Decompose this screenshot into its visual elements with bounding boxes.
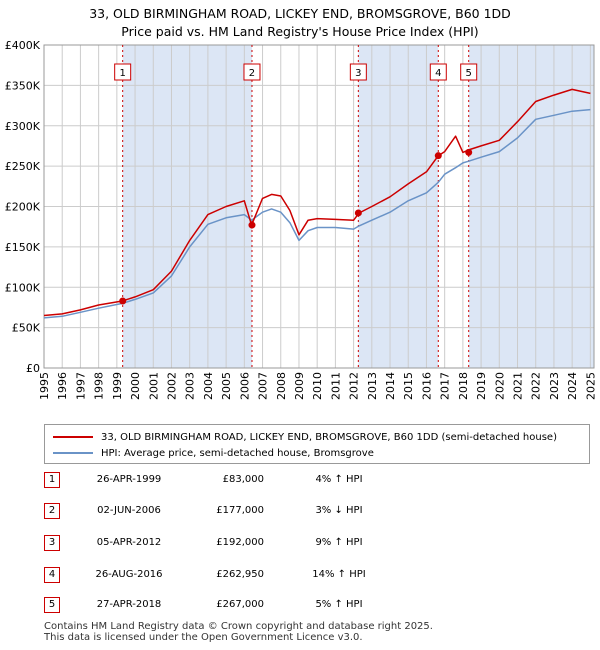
sale-marker-box bbox=[460, 63, 478, 81]
x-tick-label: 2016 bbox=[420, 372, 433, 400]
sale-point bbox=[354, 209, 362, 217]
sale-marker-badge: 2 bbox=[44, 503, 60, 519]
copyright-text: Contains HM Land Registry data © Crown c… bbox=[44, 621, 433, 632]
x-tick-label: 1997 bbox=[74, 372, 87, 400]
sale-marker-badge: 4 bbox=[44, 567, 60, 583]
sale-marker-badge: 3 bbox=[44, 535, 60, 551]
price-chart: £0 £50K £100K £150K £200K £250K £300K £350K £400… bbox=[5, 39, 598, 400]
x-tick-label: 1999 bbox=[111, 372, 124, 400]
x-tick-label: 2008 bbox=[275, 372, 288, 400]
y-tick-label: £0 bbox=[26, 362, 40, 375]
y-tick-label: £150K bbox=[5, 241, 41, 254]
sale-marker-label: 1 bbox=[119, 68, 125, 79]
legend-label-property: 33, OLD BIRMINGHAM ROAD, LICKEY END, BRO… bbox=[101, 431, 557, 443]
sale-price: £83,000 bbox=[222, 474, 264, 485]
x-tick-label: 2025 bbox=[584, 372, 597, 400]
sale-marker-box bbox=[349, 63, 367, 81]
x-tick-label: 2014 bbox=[384, 372, 397, 400]
sale-price: £192,000 bbox=[216, 537, 264, 548]
legend-label-hpi: HPI: Average price, semi-detached house,… bbox=[101, 447, 374, 459]
x-tick-label: 2012 bbox=[348, 372, 361, 400]
x-tick-label: 1996 bbox=[56, 372, 69, 400]
x-tick-label: 2004 bbox=[202, 372, 215, 400]
x-tick-label: 2010 bbox=[311, 372, 324, 400]
sale-date: 26-AUG-2016 bbox=[95, 569, 163, 580]
sale-hpi-change: 5% ↑ HPI bbox=[315, 599, 363, 610]
x-tick-label: 2003 bbox=[184, 372, 197, 400]
property-series-line bbox=[43, 88, 591, 317]
sale-marker-label: 2 bbox=[249, 68, 255, 79]
x-tick-label: 2018 bbox=[457, 372, 470, 400]
sale-point bbox=[465, 148, 473, 156]
legend-swatch-hpi bbox=[53, 452, 93, 454]
x-tick-label: 2001 bbox=[147, 372, 160, 400]
x-tick-label: 2023 bbox=[548, 372, 561, 400]
chart-title: 33, OLD BIRMINGHAM ROAD, LICKEY END, BRO… bbox=[89, 6, 511, 21]
x-tick-label: 1998 bbox=[93, 372, 106, 400]
x-tick-label: 2006 bbox=[238, 372, 251, 400]
y-tick-label: £200K bbox=[5, 201, 41, 214]
plot-border bbox=[43, 44, 595, 369]
sale-marker-label: 5 bbox=[466, 68, 472, 79]
sale-marker-box bbox=[429, 63, 447, 81]
sale-price: £262,950 bbox=[216, 569, 264, 580]
sale-point bbox=[434, 152, 442, 160]
sale-price: £177,000 bbox=[216, 505, 264, 516]
chart-legend: 33, OLD BIRMINGHAM ROAD, LICKEY END, BRO… bbox=[44, 424, 590, 464]
sale-hpi-change: 3% ↓ HPI bbox=[315, 505, 363, 516]
x-tick-label: 2013 bbox=[366, 372, 379, 400]
sale-point bbox=[119, 297, 127, 305]
y-tick-label: £350K bbox=[5, 79, 41, 92]
table-row: 3 05-APR-2012 £192,000 9% ↑ HPI bbox=[44, 535, 590, 555]
x-tick-label: 2000 bbox=[129, 372, 142, 400]
x-tick-label: 2020 bbox=[493, 372, 506, 400]
legend-swatch-property bbox=[53, 436, 93, 438]
sale-point bbox=[248, 221, 256, 229]
x-tick-label: 2021 bbox=[512, 372, 525, 400]
x-tick-label: 2017 bbox=[439, 372, 452, 400]
x-tick-label: 2002 bbox=[165, 372, 178, 400]
x-tick-label: 2015 bbox=[402, 372, 415, 400]
chart-subtitle: Price paid vs. HM Land Registry's House … bbox=[121, 24, 479, 39]
y-tick-label: £400K bbox=[5, 39, 41, 52]
table-row: 4 26-AUG-2016 £262,950 14% ↑ HPI bbox=[44, 567, 590, 587]
sale-hpi-change: 14% ↑ HPI bbox=[312, 569, 366, 580]
sale-marker-badge: 1 bbox=[44, 472, 60, 488]
sale-marker-box bbox=[243, 63, 261, 81]
sale-hpi-change: 9% ↑ HPI bbox=[315, 537, 363, 548]
y-tick-label: £100K bbox=[5, 281, 41, 294]
x-tick-label: 2024 bbox=[566, 372, 579, 400]
y-tick-label: £50K bbox=[12, 322, 41, 335]
x-tick-label: 2009 bbox=[293, 372, 306, 400]
sale-hpi-change: 4% ↑ HPI bbox=[315, 474, 363, 485]
footer-notice: Contains HM Land Registry data © Crown c… bbox=[44, 621, 433, 643]
sale-marker-label: 3 bbox=[355, 68, 361, 79]
license-text: This data is licensed under the Open Gov… bbox=[44, 632, 363, 643]
table-row: 2 02-JUN-2006 £177,000 3% ↓ HPI bbox=[44, 503, 590, 523]
x-tick-label: 2022 bbox=[530, 372, 543, 400]
y-tick-label: £300K bbox=[5, 120, 41, 133]
sale-date: 26-APR-1999 bbox=[96, 474, 162, 485]
sale-date: 27-APR-2018 bbox=[96, 599, 162, 610]
sale-marker-label: 4 bbox=[435, 68, 441, 79]
y-tick-label: £250K bbox=[5, 160, 41, 173]
sale-date: 02-JUN-2006 bbox=[97, 505, 161, 516]
sale-marker-box bbox=[114, 63, 132, 81]
x-tick-label: 2019 bbox=[475, 372, 488, 400]
legend-item-property: 33, OLD BIRMINGHAM ROAD, LICKEY END, BRO… bbox=[53, 429, 557, 445]
x-tick-label: 2011 bbox=[329, 372, 342, 400]
x-tick-label: 1995 bbox=[38, 372, 51, 400]
hpi-series-line bbox=[43, 108, 591, 319]
table-row: 5 27-APR-2018 £267,000 5% ↑ HPI bbox=[44, 597, 590, 617]
legend-item-hpi: HPI: Average price, semi-detached house,… bbox=[53, 445, 374, 461]
x-tick-label: 2005 bbox=[220, 372, 233, 400]
sale-date: 05-APR-2012 bbox=[96, 537, 162, 548]
table-row: 1 26-APR-1999 £83,000 4% ↑ HPI bbox=[44, 472, 590, 492]
sale-price: £267,000 bbox=[216, 599, 264, 610]
sale-marker-badge: 5 bbox=[44, 597, 60, 613]
x-tick-label: 2007 bbox=[257, 372, 270, 400]
